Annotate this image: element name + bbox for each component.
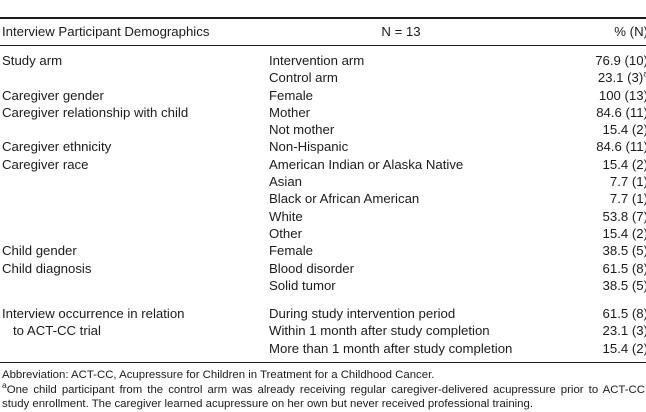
value-cell: 38.5 (5): [602, 243, 646, 259]
table-row: Control arm 23.1 (3)a: [0, 69, 646, 86]
value-cell: 7.7 (1): [609, 174, 646, 190]
value-cell: 61.5 (8): [602, 260, 646, 276]
table-row: Caregiver relationship with child Mother…: [0, 104, 646, 121]
value-cell: 53.8 (7): [602, 208, 646, 224]
category-cell: Child gender: [2, 243, 77, 259]
category-cell-continued: to ACT-CC trial: [13, 323, 101, 339]
abbreviation-note: Abbreviation: ACT-CC, Acupressure for Ch…: [2, 369, 435, 382]
table-title: Interview Participant Demographics: [0, 18, 269, 46]
table-row: More than 1 month after study completion…: [0, 340, 646, 363]
footnote-marker: a: [643, 68, 646, 79]
value-cell: 7.7 (1): [609, 191, 646, 207]
value-cell: 38.5 (5): [602, 277, 646, 293]
item-cell: During study intervention period: [269, 306, 456, 322]
table-row: Caregiver gender Female 100 (13): [0, 87, 646, 104]
item-cell: Solid tumor: [269, 277, 336, 293]
category-cell: [0, 225, 269, 242]
category-cell: [0, 69, 269, 86]
percent-n-header: % (N): [533, 18, 646, 46]
category-cell: Caregiver relationship with child: [2, 104, 189, 120]
table-footnotes: Abbreviation: ACT-CC, Acupressure for Ch…: [0, 368, 646, 412]
value-cell: 76.9 (10): [595, 53, 646, 68]
item-cell: Female: [269, 87, 313, 103]
item-cell: Blood disorder: [269, 260, 355, 276]
value-cell: 100 (13): [598, 87, 646, 103]
table-row: to ACT-CC trial Within 1 month after stu…: [0, 322, 646, 339]
item-cell: Black or African American: [269, 191, 420, 207]
item-cell: Not mother: [269, 122, 335, 138]
table-header: Interview Participant Demographics N = 1…: [0, 18, 646, 46]
category-cell: Interview occurrence in relation: [2, 306, 185, 322]
footnote-a-text: One child participant from the control a…: [2, 383, 645, 411]
table-row: Other 15.4 (2): [0, 225, 646, 242]
value-cell: 23.1 (3)a: [533, 69, 646, 86]
item-cell: American Indian or Alaska Native: [269, 156, 464, 172]
footnote-a: aOne child participant from the control …: [2, 379, 645, 412]
category-cell: Caregiver race: [2, 156, 89, 172]
value-cell: 15.4 (2): [602, 225, 646, 241]
item-cell: Other: [269, 225, 302, 241]
category-cell: Caregiver ethnicity: [2, 139, 112, 155]
table-row: Solid tumor 38.5 (5): [0, 277, 646, 294]
value-cell: 15.4 (2): [602, 156, 646, 172]
demographics-table: Interview Participant Demographics N = 1…: [0, 17, 646, 364]
value-cell: 15.4 (2): [602, 122, 646, 138]
table-header-row: Interview Participant Demographics N = 1…: [0, 18, 646, 46]
table-row: Interview occurrence in relation During …: [0, 305, 646, 322]
table-row: Child diagnosis Blood disorder 61.5 (8): [0, 260, 646, 277]
item-cell: White: [269, 208, 303, 224]
table-row: Child gender Female 38.5 (5): [0, 242, 646, 259]
category-cell: [0, 340, 269, 363]
table-row: Asian 7.7 (1): [0, 173, 646, 190]
item-cell: Asian: [269, 174, 302, 190]
footnote-a-marker: a: [2, 379, 7, 390]
category-cell: Child diagnosis: [2, 260, 92, 276]
value-cell: 23.1 (3): [602, 323, 646, 339]
item-cell: Female: [269, 243, 313, 259]
category-cell: [0, 208, 269, 225]
table-row: White 53.8 (7): [0, 208, 646, 225]
category-cell: Study arm: [2, 53, 63, 68]
item-cell: Control arm: [269, 70, 338, 86]
item-cell: Non-Hispanic: [269, 139, 349, 155]
value-text: 23.1 (3): [597, 70, 644, 86]
value-cell: 15.4 (2): [602, 340, 646, 356]
value-cell: 84.6 (11): [596, 104, 646, 120]
table-body: Study arm Intervention arm 76.9 (10) Con…: [0, 46, 646, 363]
group-spacer-row: [0, 294, 646, 305]
value-cell: 61.5 (8): [602, 306, 646, 322]
category-cell: [0, 277, 269, 294]
sample-size-header: N = 13: [269, 18, 533, 46]
item-cell: Within 1 month after study completion: [269, 323, 490, 339]
value-cell: 84.6 (11): [596, 139, 646, 155]
item-cell: More than 1 month after study completion: [269, 340, 513, 356]
category-cell: [0, 190, 269, 207]
category-cell: [0, 121, 269, 138]
table-row: Caregiver ethnicity Non-Hispanic 84.6 (1…: [0, 138, 646, 155]
item-cell: Mother: [269, 104, 311, 120]
table-row: Caregiver race American Indian or Alaska…: [0, 156, 646, 173]
table-row: Not mother 15.4 (2): [0, 121, 646, 138]
category-cell: Caregiver gender: [2, 87, 104, 103]
table-row: Black or African American 7.7 (1): [0, 190, 646, 207]
table-row: Study arm Intervention arm 76.9 (10): [0, 46, 646, 70]
category-cell: [0, 173, 269, 190]
item-cell: Intervention arm: [269, 53, 365, 68]
